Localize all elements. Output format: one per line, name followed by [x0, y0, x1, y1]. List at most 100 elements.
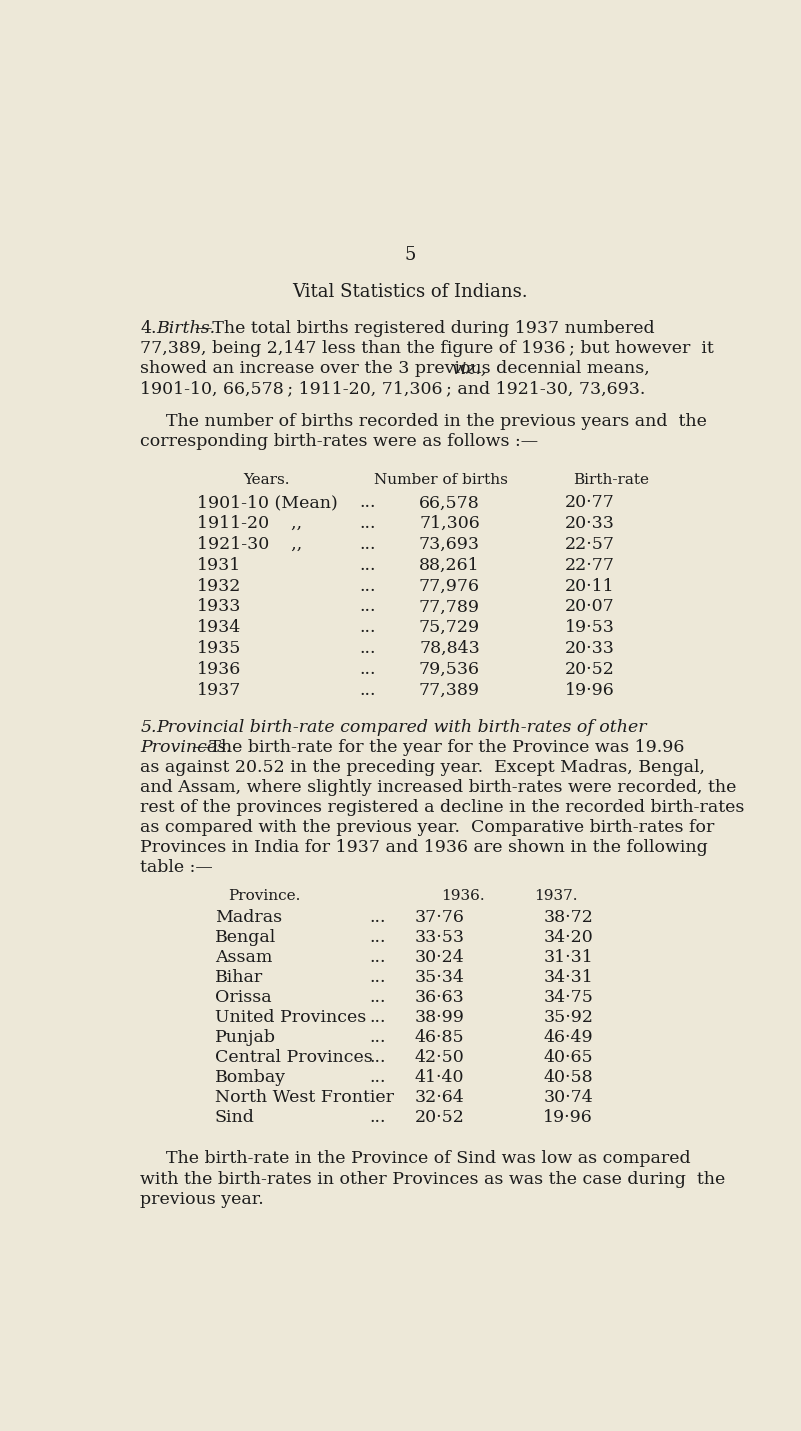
Text: ...: ... [370, 969, 386, 986]
Text: ...: ... [360, 557, 376, 574]
Text: Bengal: Bengal [215, 929, 276, 946]
Text: Birth-rate: Birth-rate [573, 474, 649, 488]
Text: and Assam, where slightly increased birth-rates were recorded, the: and Assam, where slightly increased birt… [140, 780, 737, 796]
Text: 77,389: 77,389 [419, 681, 480, 698]
Text: Bombay: Bombay [215, 1069, 286, 1086]
Text: viz.,: viz., [451, 361, 487, 378]
Text: 22·77: 22·77 [566, 557, 615, 574]
Text: 46·49: 46·49 [543, 1029, 593, 1046]
Text: 1936: 1936 [197, 661, 241, 678]
Text: ...: ... [370, 929, 386, 946]
Text: 79,536: 79,536 [419, 661, 480, 678]
Text: 1932: 1932 [197, 578, 241, 595]
Text: 19·96: 19·96 [543, 1109, 594, 1126]
Text: Assam: Assam [215, 949, 272, 966]
Text: ...: ... [360, 578, 376, 595]
Text: ...: ... [370, 1009, 386, 1026]
Text: as compared with the previous year.  Comparative birth-rates for: as compared with the previous year. Comp… [140, 820, 714, 836]
Text: 1935: 1935 [197, 640, 241, 657]
Text: 20·33: 20·33 [566, 515, 615, 532]
Text: Bihar: Bihar [215, 969, 263, 986]
Text: ...: ... [360, 495, 376, 511]
Text: 71,306: 71,306 [419, 515, 480, 532]
Text: ...: ... [370, 909, 386, 926]
Text: 34·20: 34·20 [543, 929, 594, 946]
Text: 1901-10 (Mean): 1901-10 (Mean) [197, 495, 338, 511]
Text: previous year.: previous year. [140, 1191, 264, 1208]
Text: with the birth-rates in other Provinces as was the case during  the: with the birth-rates in other Provinces … [140, 1171, 726, 1188]
Text: The number of births recorded in the previous years and  the: The number of births recorded in the pre… [166, 412, 706, 429]
Text: Punjab: Punjab [215, 1029, 276, 1046]
Text: 1931: 1931 [197, 557, 241, 574]
Text: 34·31: 34·31 [543, 969, 594, 986]
Text: —The birth-rate for the year for the Province was 19.96: —The birth-rate for the year for the Pro… [192, 740, 685, 757]
Text: ...: ... [360, 681, 376, 698]
Text: 20·52: 20·52 [414, 1109, 465, 1126]
Text: 38·99: 38·99 [414, 1009, 465, 1026]
Text: as against 20.52 in the preceding year.  Except Madras, Bengal,: as against 20.52 in the preceding year. … [140, 760, 706, 777]
Text: ...: ... [370, 1069, 386, 1086]
Text: 1933: 1933 [197, 598, 241, 615]
Text: North West Frontier: North West Frontier [215, 1089, 394, 1106]
Text: 1937.: 1937. [534, 889, 578, 903]
Text: 37·76: 37·76 [414, 909, 465, 926]
Text: 19·96: 19·96 [566, 681, 615, 698]
Text: Years.: Years. [244, 474, 290, 488]
Text: corresponding birth-rates were as follows :—: corresponding birth-rates were as follow… [140, 432, 538, 449]
Text: ...: ... [360, 661, 376, 678]
Text: 88,261: 88,261 [419, 557, 480, 574]
Text: 30·74: 30·74 [543, 1089, 594, 1106]
Text: 34·75: 34·75 [543, 989, 594, 1006]
Text: 33·53: 33·53 [414, 929, 465, 946]
Text: ...: ... [370, 949, 386, 966]
Text: 20·52: 20·52 [566, 661, 615, 678]
Text: ...: ... [370, 989, 386, 1006]
Text: Number of births: Number of births [374, 474, 508, 488]
Text: 5.: 5. [140, 720, 157, 737]
Text: 36·63: 36·63 [415, 989, 465, 1006]
Text: United Provinces: United Provinces [215, 1009, 366, 1026]
Text: Province.: Province. [228, 889, 300, 903]
Text: ...: ... [370, 1109, 386, 1126]
Text: ...: ... [360, 537, 376, 552]
Text: Births.: Births. [157, 321, 215, 338]
Text: showed an increase over the 3 previous decennial means,: showed an increase over the 3 previous d… [140, 361, 650, 378]
Text: rest of the provinces registered a decline in the recorded birth-rates: rest of the provinces registered a decli… [140, 800, 745, 816]
Text: 4.: 4. [140, 321, 157, 338]
Text: ...: ... [360, 640, 376, 657]
Text: Provinces.: Provinces. [140, 740, 232, 757]
Text: 40·65: 40·65 [543, 1049, 593, 1066]
Text: 66,578: 66,578 [419, 495, 480, 511]
Text: Provinces in India for 1937 and 1936 are shown in the following: Provinces in India for 1937 and 1936 are… [140, 840, 708, 856]
Text: Orissa: Orissa [215, 989, 272, 1006]
Text: 32·64: 32·64 [415, 1089, 465, 1106]
Text: The birth-rate in the Province of Sind was low as compared: The birth-rate in the Province of Sind w… [166, 1151, 690, 1168]
Text: 22·57: 22·57 [566, 537, 615, 552]
Text: Central Provinces: Central Provinces [215, 1049, 372, 1066]
Text: 35·92: 35·92 [543, 1009, 594, 1026]
Text: 1901-10, 66,578 ; 1911-20, 71,306 ; and 1921-30, 73,693.: 1901-10, 66,578 ; 1911-20, 71,306 ; and … [140, 381, 646, 398]
Text: 1936.: 1936. [441, 889, 485, 903]
Text: 35·34: 35·34 [414, 969, 465, 986]
Text: 20·33: 20·33 [566, 640, 615, 657]
Text: 1937: 1937 [197, 681, 241, 698]
Text: 77,389, being 2,147 less than the figure of 1936 ; but however  it: 77,389, being 2,147 less than the figure… [140, 341, 714, 358]
Text: 1921-30    ,,: 1921-30 ,, [197, 537, 302, 552]
Text: 19·53: 19·53 [566, 620, 615, 637]
Text: 20·77: 20·77 [566, 495, 615, 511]
Text: Vital Statistics of Indians.: Vital Statistics of Indians. [292, 283, 528, 302]
Text: 38·72: 38·72 [543, 909, 594, 926]
Text: —The total births registered during 1937 numbered: —The total births registered during 1937… [195, 321, 654, 338]
Text: 20·11: 20·11 [566, 578, 614, 595]
Text: 20·07: 20·07 [566, 598, 615, 615]
Text: 5: 5 [405, 246, 416, 265]
Text: 30·24: 30·24 [415, 949, 465, 966]
Text: 1911-20    ,,: 1911-20 ,, [197, 515, 302, 532]
Text: Sind: Sind [215, 1109, 255, 1126]
Text: 77,789: 77,789 [419, 598, 480, 615]
Text: 75,729: 75,729 [419, 620, 480, 637]
Text: ...: ... [370, 1049, 386, 1066]
Text: 77,976: 77,976 [419, 578, 480, 595]
Text: 46·85: 46·85 [415, 1029, 465, 1046]
Text: ...: ... [360, 515, 376, 532]
